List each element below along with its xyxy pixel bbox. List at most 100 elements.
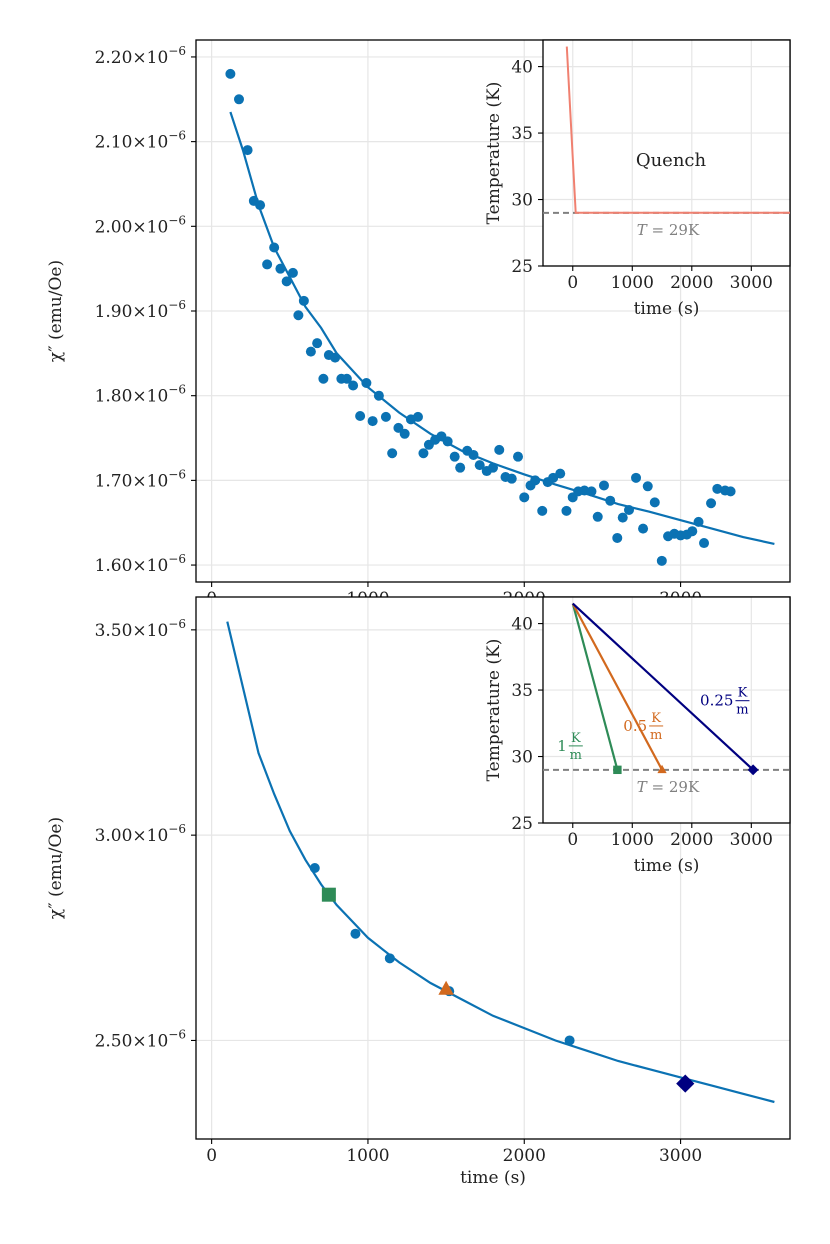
triangle-marker xyxy=(438,980,454,995)
plot-background xyxy=(543,40,790,266)
inset-data xyxy=(543,602,790,776)
rate-coefficient: 0.25 xyxy=(700,692,733,710)
y-tick-label: 30 xyxy=(511,748,533,768)
axes-frame xyxy=(195,596,791,1140)
data-point xyxy=(506,473,517,484)
data-point xyxy=(242,145,253,156)
triangle-marker xyxy=(657,764,667,774)
data-point xyxy=(350,928,361,939)
reference-label: T = 29K xyxy=(637,221,700,239)
data-point xyxy=(725,486,736,497)
data-point xyxy=(387,448,398,459)
y-tick-label: 30 xyxy=(511,191,533,211)
data-point xyxy=(449,451,460,462)
data-point xyxy=(233,94,244,105)
data-point xyxy=(293,310,304,321)
data-point xyxy=(519,492,530,503)
y-tick-label: 2.00×10−6 xyxy=(95,213,186,237)
x-tick-label: 2000 xyxy=(670,830,713,850)
data-point xyxy=(631,472,642,483)
axes-frame xyxy=(542,596,791,824)
y-tick-label: 2.50×10−6 xyxy=(95,1027,186,1051)
y-tick-label: 2.20×10−6 xyxy=(95,44,186,68)
rate-line xyxy=(571,603,619,771)
y-axis-label: χ″ (emu/Oe) xyxy=(46,260,66,362)
x-tick-label: 3000 xyxy=(730,830,773,850)
fit-curve xyxy=(226,621,775,1104)
y-tick-label: 1.80×10−6 xyxy=(95,383,186,407)
data-point xyxy=(598,480,609,491)
rate-coefficient: 0.5 xyxy=(623,717,647,735)
data-point xyxy=(380,411,391,422)
rate-unit-denominator: m xyxy=(570,748,582,763)
y-tick-label: 40 xyxy=(511,58,533,78)
plot-data xyxy=(225,68,775,566)
data-point xyxy=(617,512,628,523)
data-point xyxy=(367,416,378,427)
data-point xyxy=(225,68,236,79)
data-point xyxy=(537,505,548,516)
inset-bottom-inset: 0 1000 2000 3000 25 30 35 40 time (s) Temperature… xyxy=(484,596,791,876)
x-tick-label: 1000 xyxy=(346,1146,389,1166)
data-point xyxy=(399,428,410,439)
data-point xyxy=(412,411,423,422)
x-axis-label: time (s) xyxy=(634,299,700,319)
y-tick-label: 1.70×10−6 xyxy=(95,467,186,491)
data-point xyxy=(561,505,572,516)
y-tick-label: 35 xyxy=(511,124,533,144)
rate-line xyxy=(571,603,663,771)
y-axis-label: Temperature (K) xyxy=(484,82,504,225)
data-point xyxy=(455,462,466,473)
data-point xyxy=(513,451,524,462)
rate-label: 0.5 Km xyxy=(623,711,664,743)
data-point xyxy=(305,346,316,357)
rate-unit-numerator: K xyxy=(738,686,748,701)
data-point xyxy=(348,380,359,391)
rate-unit-denominator: m xyxy=(736,703,748,718)
quench-annotation: Quench xyxy=(636,150,707,171)
axes-frame xyxy=(542,39,791,267)
data-point xyxy=(706,498,717,509)
rate-label: 0.25 Km xyxy=(700,686,750,718)
data-point xyxy=(687,526,698,537)
x-tick-label: 0 xyxy=(567,830,578,850)
y-tick-label: 25 xyxy=(511,814,533,834)
x-tick-label: 3000 xyxy=(730,273,773,293)
data-point xyxy=(638,523,649,534)
inset-top-inset: 0 1000 2000 3000 25 30 35 40 time (s) Temperature… xyxy=(484,39,791,319)
rate-line xyxy=(572,602,754,771)
plot-data xyxy=(226,621,775,1104)
data-point xyxy=(341,373,352,384)
y-axis-label: Temperature (K) xyxy=(484,639,504,782)
x-tick-label: 1000 xyxy=(611,273,654,293)
quench-line xyxy=(565,46,790,214)
x-tick-label: 3000 xyxy=(659,1146,702,1166)
data-point xyxy=(355,411,366,422)
data-point xyxy=(281,276,292,287)
data-point xyxy=(642,481,653,492)
y-tick-label: 25 xyxy=(511,257,533,277)
data-point xyxy=(393,422,404,433)
y-tick-label: 1.60×10−6 xyxy=(95,552,186,576)
plot-background xyxy=(543,597,790,823)
y-axis-label: χ″ (emu/Oe) xyxy=(46,817,66,919)
x-axis-label: time (s) xyxy=(460,1168,526,1188)
rate-label: 1 Km xyxy=(557,731,583,763)
y-tick-label: 3.50×10−6 xyxy=(95,617,186,641)
reference-label: T = 29K xyxy=(637,778,700,796)
data-point xyxy=(592,511,603,522)
data-point xyxy=(564,1035,575,1046)
data-point xyxy=(287,267,298,278)
square-marker xyxy=(613,765,622,775)
data-point xyxy=(262,259,273,270)
y-tick-label: 35 xyxy=(511,681,533,701)
data-point xyxy=(656,555,667,566)
rate-coefficient: 1 xyxy=(557,737,567,755)
x-axis-label: time (s) xyxy=(634,856,700,876)
fit-curve xyxy=(229,111,775,545)
rate-unit-numerator: K xyxy=(651,711,661,726)
inset-data xyxy=(543,46,790,214)
data-point xyxy=(418,448,429,459)
x-tick-label: 0 xyxy=(206,1146,217,1166)
data-point xyxy=(312,338,323,349)
